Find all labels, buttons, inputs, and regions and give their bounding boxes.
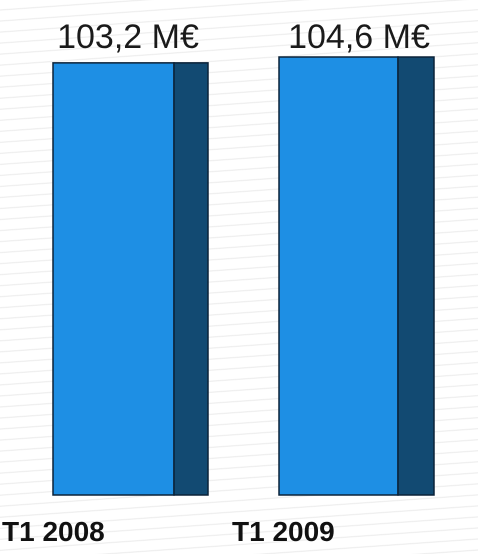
bar-value-label-t1-2009: 104,6 M€ <box>288 18 430 56</box>
bars-group <box>52 56 435 496</box>
category-labels-group: T1 2008 T1 2009 <box>2 516 335 547</box>
bar-value-label-t1-2008: 103,2 M€ <box>57 18 199 56</box>
bar-segment-secondary-t1-2009 <box>397 56 435 496</box>
bar-segment-secondary-t1-2008 <box>173 62 209 496</box>
bar-segment-main-t1-2008 <box>52 62 175 496</box>
category-label-t1-2009: T1 2009 <box>232 516 335 547</box>
category-label-t1-2008: T1 2008 <box>2 516 105 547</box>
bar-segment-main-t1-2009 <box>278 56 399 496</box>
value-labels-group: 103,2 M€ 104,6 M€ <box>57 18 430 56</box>
